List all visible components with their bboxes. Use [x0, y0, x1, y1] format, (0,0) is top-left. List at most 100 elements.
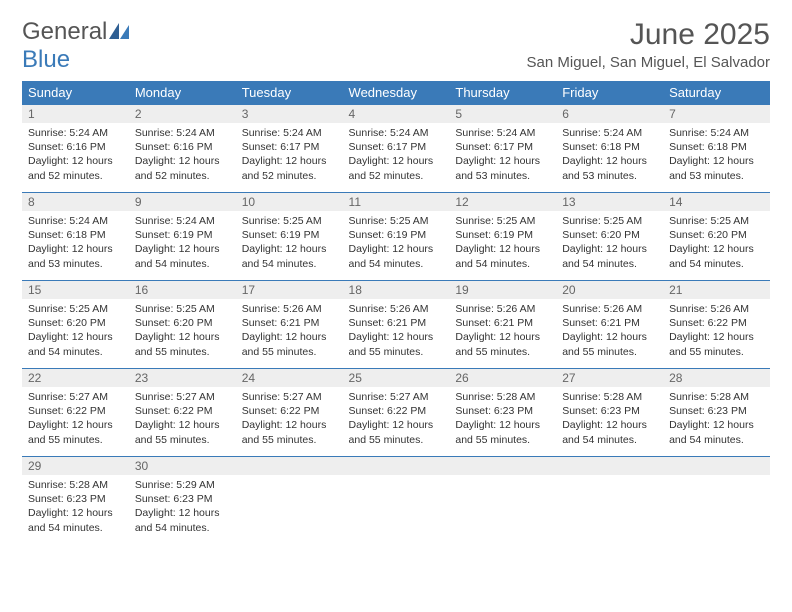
day-number: 25 — [343, 368, 450, 387]
day-body: Sunrise: 5:28 AMSunset: 6:23 PMDaylight:… — [22, 475, 129, 539]
day-body: Sunrise: 5:25 AMSunset: 6:20 PMDaylight:… — [22, 299, 129, 363]
empty-day-header — [663, 456, 770, 475]
day-number: 11 — [343, 192, 450, 211]
calendar-cell: 12Sunrise: 5:25 AMSunset: 6:19 PMDayligh… — [449, 192, 556, 280]
day-number: 26 — [449, 368, 556, 387]
weekday-header: Thursday — [449, 81, 556, 104]
sunset-text: Sunset: 6:23 PM — [669, 404, 764, 418]
daylight-text: Daylight: 12 hours and 52 minutes. — [349, 154, 444, 182]
calendar-cell: 28Sunrise: 5:28 AMSunset: 6:23 PMDayligh… — [663, 368, 770, 456]
daylight-text: Daylight: 12 hours and 52 minutes. — [135, 154, 230, 182]
sunrise-text: Sunrise: 5:24 AM — [135, 126, 230, 140]
day-number: 30 — [129, 456, 236, 475]
sunrise-text: Sunrise: 5:26 AM — [455, 302, 550, 316]
sunset-text: Sunset: 6:21 PM — [455, 316, 550, 330]
weekday-header: Tuesday — [236, 81, 343, 104]
weekday-header: Saturday — [663, 81, 770, 104]
calendar-cell: 5Sunrise: 5:24 AMSunset: 6:17 PMDaylight… — [449, 104, 556, 192]
day-number: 8 — [22, 192, 129, 211]
weekday-header-row: Sunday Monday Tuesday Wednesday Thursday… — [22, 81, 770, 104]
sunrise-text: Sunrise: 5:27 AM — [135, 390, 230, 404]
location: San Miguel, San Miguel, El Salvador — [527, 54, 770, 71]
day-number: 3 — [236, 104, 343, 123]
sunrise-text: Sunrise: 5:28 AM — [562, 390, 657, 404]
calendar-row: 1Sunrise: 5:24 AMSunset: 6:16 PMDaylight… — [22, 104, 770, 192]
sunrise-text: Sunrise: 5:26 AM — [669, 302, 764, 316]
daylight-text: Daylight: 12 hours and 54 minutes. — [669, 418, 764, 446]
sunset-text: Sunset: 6:19 PM — [349, 228, 444, 242]
sunrise-text: Sunrise: 5:27 AM — [349, 390, 444, 404]
day-body: Sunrise: 5:24 AMSunset: 6:18 PMDaylight:… — [556, 123, 663, 187]
calendar-row: 15Sunrise: 5:25 AMSunset: 6:20 PMDayligh… — [22, 280, 770, 368]
calendar-cell: 24Sunrise: 5:27 AMSunset: 6:22 PMDayligh… — [236, 368, 343, 456]
sunset-text: Sunset: 6:18 PM — [669, 140, 764, 154]
daylight-text: Daylight: 12 hours and 55 minutes. — [669, 330, 764, 358]
sunrise-text: Sunrise: 5:24 AM — [28, 214, 123, 228]
calendar-cell — [236, 456, 343, 544]
calendar-cell: 25Sunrise: 5:27 AMSunset: 6:22 PMDayligh… — [343, 368, 450, 456]
day-body: Sunrise: 5:25 AMSunset: 6:20 PMDaylight:… — [556, 211, 663, 275]
day-number: 21 — [663, 280, 770, 299]
day-body: Sunrise: 5:24 AMSunset: 6:19 PMDaylight:… — [129, 211, 236, 275]
sunset-text: Sunset: 6:16 PM — [135, 140, 230, 154]
calendar-cell: 3Sunrise: 5:24 AMSunset: 6:17 PMDaylight… — [236, 104, 343, 192]
day-number: 4 — [343, 104, 450, 123]
sunset-text: Sunset: 6:17 PM — [349, 140, 444, 154]
calendar: Sunday Monday Tuesday Wednesday Thursday… — [22, 81, 770, 544]
sunrise-text: Sunrise: 5:25 AM — [135, 302, 230, 316]
header: General Blue June 2025 San Miguel, San M… — [22, 18, 770, 77]
day-number: 17 — [236, 280, 343, 299]
sunset-text: Sunset: 6:18 PM — [562, 140, 657, 154]
day-body: Sunrise: 5:24 AMSunset: 6:17 PMDaylight:… — [236, 123, 343, 187]
weekday-header: Friday — [556, 81, 663, 104]
day-body: Sunrise: 5:25 AMSunset: 6:19 PMDaylight:… — [449, 211, 556, 275]
daylight-text: Daylight: 12 hours and 52 minutes. — [28, 154, 123, 182]
day-number: 22 — [22, 368, 129, 387]
daylight-text: Daylight: 12 hours and 55 minutes. — [242, 330, 337, 358]
sunrise-text: Sunrise: 5:25 AM — [455, 214, 550, 228]
daylight-text: Daylight: 12 hours and 54 minutes. — [135, 506, 230, 534]
calendar-cell: 21Sunrise: 5:26 AMSunset: 6:22 PMDayligh… — [663, 280, 770, 368]
calendar-cell: 4Sunrise: 5:24 AMSunset: 6:17 PMDaylight… — [343, 104, 450, 192]
day-number: 28 — [663, 368, 770, 387]
day-body: Sunrise: 5:26 AMSunset: 6:21 PMDaylight:… — [236, 299, 343, 363]
day-body: Sunrise: 5:26 AMSunset: 6:21 PMDaylight:… — [343, 299, 450, 363]
sunrise-text: Sunrise: 5:26 AM — [349, 302, 444, 316]
day-number: 20 — [556, 280, 663, 299]
sunset-text: Sunset: 6:22 PM — [242, 404, 337, 418]
sunset-text: Sunset: 6:20 PM — [562, 228, 657, 242]
sunset-text: Sunset: 6:18 PM — [28, 228, 123, 242]
calendar-cell: 1Sunrise: 5:24 AMSunset: 6:16 PMDaylight… — [22, 104, 129, 192]
sunrise-text: Sunrise: 5:25 AM — [349, 214, 444, 228]
day-number: 13 — [556, 192, 663, 211]
daylight-text: Daylight: 12 hours and 55 minutes. — [135, 330, 230, 358]
daylight-text: Daylight: 12 hours and 55 minutes. — [28, 418, 123, 446]
sunrise-text: Sunrise: 5:28 AM — [455, 390, 550, 404]
logo-general-text: General — [22, 18, 107, 45]
sunset-text: Sunset: 6:19 PM — [135, 228, 230, 242]
sunset-text: Sunset: 6:23 PM — [28, 492, 123, 506]
daylight-text: Daylight: 12 hours and 52 minutes. — [242, 154, 337, 182]
day-body: Sunrise: 5:28 AMSunset: 6:23 PMDaylight:… — [556, 387, 663, 451]
daylight-text: Daylight: 12 hours and 53 minutes. — [562, 154, 657, 182]
sunrise-text: Sunrise: 5:24 AM — [669, 126, 764, 140]
day-body: Sunrise: 5:27 AMSunset: 6:22 PMDaylight:… — [236, 387, 343, 451]
day-number: 18 — [343, 280, 450, 299]
calendar-cell — [449, 456, 556, 544]
calendar-cell: 27Sunrise: 5:28 AMSunset: 6:23 PMDayligh… — [556, 368, 663, 456]
calendar-cell: 11Sunrise: 5:25 AMSunset: 6:19 PMDayligh… — [343, 192, 450, 280]
calendar-cell: 14Sunrise: 5:25 AMSunset: 6:20 PMDayligh… — [663, 192, 770, 280]
day-body: Sunrise: 5:24 AMSunset: 6:18 PMDaylight:… — [22, 211, 129, 275]
day-body: Sunrise: 5:26 AMSunset: 6:21 PMDaylight:… — [556, 299, 663, 363]
day-number: 16 — [129, 280, 236, 299]
calendar-cell: 22Sunrise: 5:27 AMSunset: 6:22 PMDayligh… — [22, 368, 129, 456]
sunset-text: Sunset: 6:22 PM — [135, 404, 230, 418]
weekday-header: Wednesday — [343, 81, 450, 104]
sunrise-text: Sunrise: 5:29 AM — [135, 478, 230, 492]
daylight-text: Daylight: 12 hours and 54 minutes. — [28, 506, 123, 534]
day-body: Sunrise: 5:26 AMSunset: 6:22 PMDaylight:… — [663, 299, 770, 363]
sunrise-text: Sunrise: 5:25 AM — [242, 214, 337, 228]
daylight-text: Daylight: 12 hours and 54 minutes. — [455, 242, 550, 270]
day-number: 14 — [663, 192, 770, 211]
calendar-row: 22Sunrise: 5:27 AMSunset: 6:22 PMDayligh… — [22, 368, 770, 456]
